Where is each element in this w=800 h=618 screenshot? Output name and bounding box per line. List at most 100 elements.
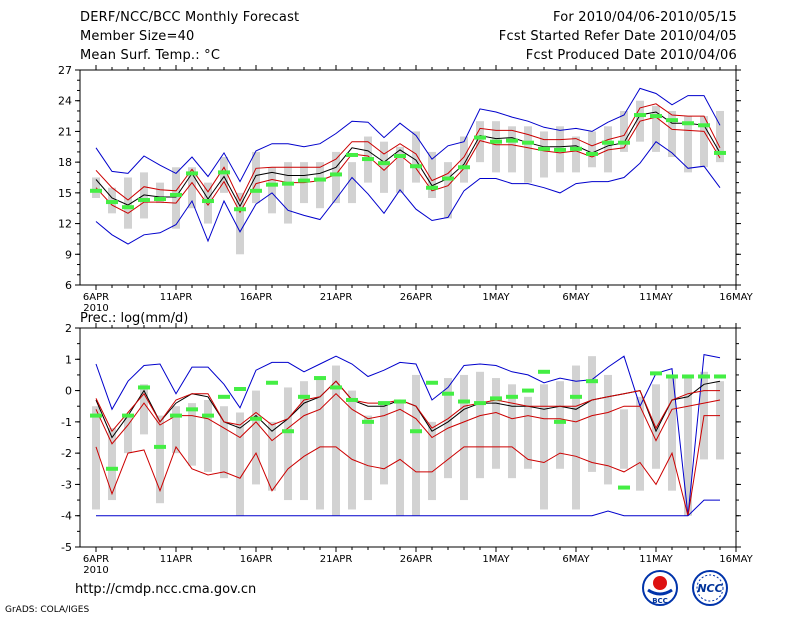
observed-marker xyxy=(538,146,550,151)
observed-marker xyxy=(442,176,454,181)
observed-marker xyxy=(426,185,438,190)
observed-marker xyxy=(410,164,422,169)
observed-marker xyxy=(666,118,678,123)
observed-marker xyxy=(234,207,246,212)
ensemble-box xyxy=(252,390,260,485)
x-tick-label: 16MAY xyxy=(719,554,753,565)
x-year-label: 2010 xyxy=(83,565,108,576)
observed-marker xyxy=(362,419,374,424)
observed-marker xyxy=(618,485,630,490)
observed-marker xyxy=(682,121,694,126)
observed-marker xyxy=(90,188,102,193)
observed-marker xyxy=(170,413,182,418)
ensemble-box xyxy=(156,415,164,504)
ensemble-box xyxy=(204,399,212,472)
observed-marker xyxy=(554,147,566,152)
observed-marker xyxy=(554,419,566,424)
series-lower-line xyxy=(95,393,721,445)
observed-marker xyxy=(458,399,470,404)
ensemble-box xyxy=(428,421,436,501)
ensemble-box xyxy=(700,116,708,168)
ensemble-box xyxy=(332,365,340,516)
series-lower-line xyxy=(95,116,721,214)
observed-marker xyxy=(650,371,662,376)
observed-marker xyxy=(490,396,502,401)
ensemble-box xyxy=(476,371,484,479)
ensemble-box xyxy=(236,192,244,255)
observed-marker xyxy=(714,374,726,379)
x-tick-label: 26APR xyxy=(400,292,433,303)
observed-marker xyxy=(202,413,214,418)
ncc-logo: NCC xyxy=(692,570,728,606)
x-tick-label: 11APR xyxy=(160,554,193,565)
observed-marker xyxy=(586,151,598,156)
ensemble-box xyxy=(380,141,388,193)
observed-marker xyxy=(538,369,550,374)
ensemble-box xyxy=(140,384,148,435)
observed-marker xyxy=(314,177,326,182)
ensemble-box xyxy=(540,131,548,178)
ensemble-box xyxy=(300,381,308,501)
ensemble-box xyxy=(396,399,404,516)
x-tick-label: 21APR xyxy=(320,292,353,303)
y-tick-label: 24 xyxy=(58,95,72,108)
y-tick-label: 21 xyxy=(58,125,72,138)
chart-title: DERF/NCC/BCC Monthly Forecast xyxy=(80,10,300,25)
observed-marker xyxy=(698,123,710,128)
ensemble-box xyxy=(156,182,164,204)
observed-marker xyxy=(122,413,134,418)
observed-marker xyxy=(218,170,230,175)
y-tick-label: 0 xyxy=(65,385,72,398)
y-tick-label: 6 xyxy=(65,279,72,292)
ensemble-box xyxy=(236,412,244,516)
x-tick-label: 11APR xyxy=(160,292,193,303)
footer-url[interactable]: http://cmdp.ncc.cma.gov.cn xyxy=(75,582,257,597)
y-tick-label: 1 xyxy=(65,353,72,366)
observed-marker xyxy=(522,140,534,145)
ensemble-box xyxy=(412,374,420,516)
y-tick-label: -1 xyxy=(61,416,72,429)
forecast-period: For 2010/04/06-2010/05/15 xyxy=(553,10,737,25)
observed-marker xyxy=(346,397,358,402)
observed-marker xyxy=(522,388,534,393)
ensemble-box xyxy=(476,121,484,163)
observed-marker xyxy=(410,429,422,434)
ensemble-box xyxy=(492,378,500,469)
grads-credit: GrADS: COLA/IGES xyxy=(5,605,90,615)
x-tick-label: 1MAY xyxy=(482,554,510,565)
ensemble-box xyxy=(188,403,196,466)
observed-marker xyxy=(234,387,246,392)
x-tick-label: 26APR xyxy=(400,554,433,565)
observed-marker xyxy=(506,138,518,143)
observed-marker xyxy=(458,165,470,170)
ensemble-box xyxy=(380,403,388,485)
observed-marker xyxy=(106,466,118,471)
y-tick-label: -2 xyxy=(61,447,72,460)
observed-marker xyxy=(346,152,358,157)
ensemble-box xyxy=(188,167,196,209)
observed-marker xyxy=(186,171,198,176)
observed-marker xyxy=(314,376,326,381)
ensemble-box xyxy=(540,384,548,510)
observed-marker xyxy=(298,394,310,399)
y-tick-label: 15 xyxy=(58,187,72,200)
y-tick-label: 2 xyxy=(65,322,72,335)
observed-marker xyxy=(570,394,582,399)
ensemble-box xyxy=(444,162,452,219)
ensemble-box xyxy=(668,110,676,158)
x-tick-label: 16MAY xyxy=(719,292,753,303)
observed-marker xyxy=(474,401,486,406)
x-tick-label: 16APR xyxy=(240,554,273,565)
ensemble-box xyxy=(396,146,404,193)
logos: BCC NCC xyxy=(642,570,728,606)
ensemble-box xyxy=(412,131,420,183)
ensemble-box xyxy=(428,151,436,198)
ensemble-box xyxy=(716,110,724,163)
series-min-line xyxy=(96,499,720,517)
x-tick-label: 16APR xyxy=(240,292,273,303)
ensemble-box xyxy=(588,356,596,472)
ensemble-box xyxy=(332,151,340,204)
observed-marker xyxy=(266,182,278,187)
ensemble-box xyxy=(268,421,276,491)
observed-marker xyxy=(330,385,342,390)
